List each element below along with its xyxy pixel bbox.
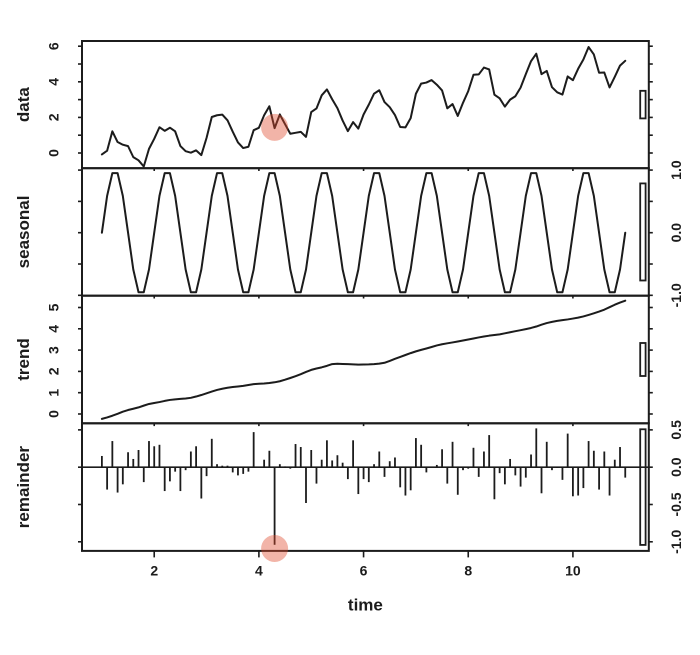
x-axis: 2 4 6 8 10 time	[150, 550, 581, 615]
ytick-label-remainder: 0.5	[668, 420, 684, 440]
ytick-label-remainder: 0.0	[668, 457, 684, 477]
xtick-label: 4	[255, 563, 263, 579]
series-seasonal-line	[100, 172, 627, 294]
series-trend-line	[100, 299, 627, 420]
ytick-label-seasonal: 1.0	[668, 160, 684, 180]
ylabel-data: data	[14, 87, 33, 123]
xtick-label: 2	[150, 563, 158, 579]
ytick-label-trend: 2	[46, 367, 62, 375]
chart-ink: 0 2 4 6 data -1.0 0.0 1.0 seasonal 0 1 2 3 4 5 trend -1.…	[14, 40, 684, 615]
xtick-label: 10	[565, 563, 581, 579]
ytick-label-seasonal: 0.0	[668, 223, 684, 243]
panel-remainder: -1.0 -0.5 0.0 0.5 remainder	[14, 420, 684, 554]
panel-box-remainder	[81, 422, 650, 552]
ytick-label-data: 6	[46, 42, 62, 50]
ytick-label-seasonal: -1.0	[668, 283, 684, 307]
xlabel: time	[348, 596, 383, 615]
ytick-label-trend: 4	[46, 325, 62, 333]
series-remainder-bars	[100, 428, 627, 545]
ytick-label-data: 4	[46, 78, 62, 86]
range-bar-data	[639, 89, 647, 120]
xtick-label: 6	[360, 563, 368, 579]
ytick-label-remainder: -1.0	[668, 530, 684, 554]
ytick-label-trend: 5	[46, 303, 62, 311]
ylabel-remainder: remainder	[14, 446, 33, 529]
click-marker-remainder	[261, 535, 289, 563]
ytick-label-trend: 3	[46, 346, 62, 354]
range-bar-seasonal	[639, 182, 647, 282]
series-data-line	[100, 46, 627, 168]
ylabel-trend: trend	[14, 338, 33, 381]
ytick-label-trend: 1	[46, 389, 62, 397]
range-bar-remainder	[639, 428, 647, 546]
ytick-label-remainder: -0.5	[668, 492, 684, 516]
ylabel-seasonal: seasonal	[14, 196, 33, 269]
range-bar-trend	[639, 342, 647, 377]
ytick-label-data: 0	[46, 149, 62, 157]
ytick-label-data: 2	[46, 113, 62, 121]
xtick-label: 8	[464, 563, 472, 579]
click-marker-data	[261, 113, 289, 141]
ytick-label-trend: 0	[46, 410, 62, 418]
